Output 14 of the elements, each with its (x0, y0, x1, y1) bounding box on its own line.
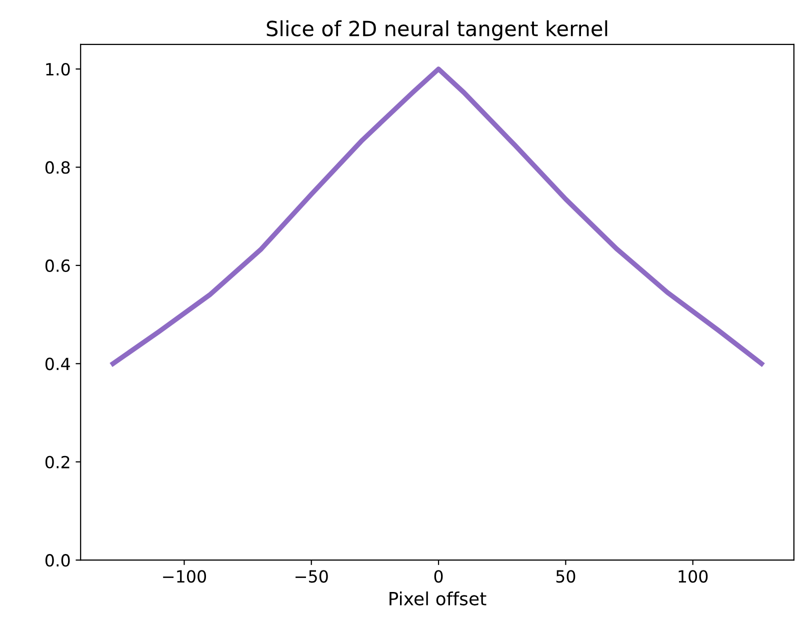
y-tick-label: 0.2 (45, 456, 70, 468)
x-axis-title: Pixel offset (390, 591, 486, 606)
x-tick-label: 50 (556, 570, 576, 583)
x-tick-label: −50 (296, 570, 328, 583)
line-series (110, 66, 764, 366)
x-tick-label: −100 (163, 570, 206, 583)
chart-title: Slice of 2D neural tangent kernel (266, 20, 608, 40)
x-tick-label: 100 (678, 570, 708, 583)
y-tick-label: 0.6 (45, 259, 70, 272)
y-tick-label: 1.0 (46, 62, 70, 76)
y-tick-label: 0.0 (45, 554, 70, 567)
x-tick-label: 0 (434, 570, 443, 583)
y-tick-label: 0.4 (45, 358, 70, 370)
y-tick-label: 0.8 (45, 161, 70, 174)
